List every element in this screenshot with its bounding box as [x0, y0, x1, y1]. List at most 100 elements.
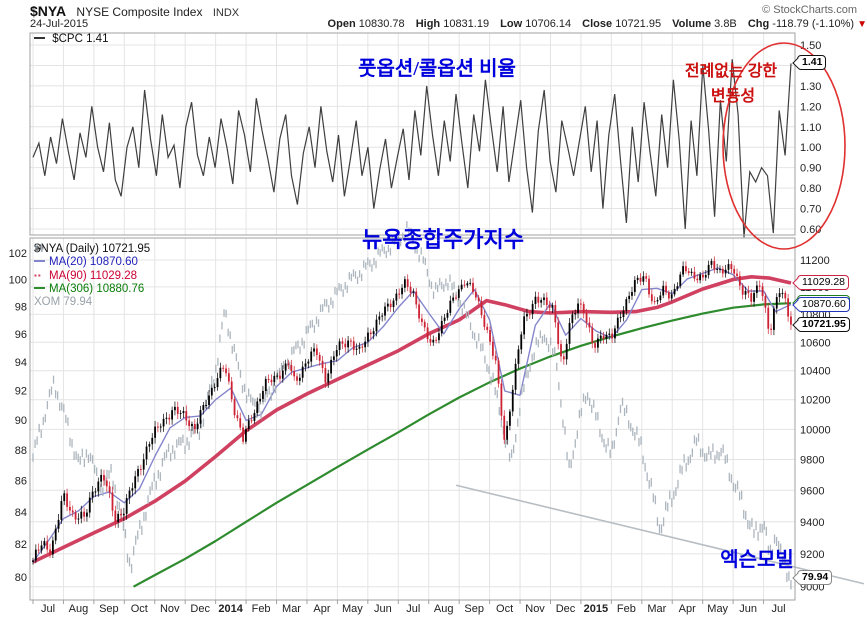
svg-text:Apr: Apr — [313, 603, 330, 615]
ma90-line — [32, 274, 792, 564]
price-callout-1.41: 1.41 — [791, 55, 827, 71]
copyright-label: © StockCharts.com — [762, 4, 857, 16]
svg-text:Aug: Aug — [69, 603, 89, 615]
legend-row-ma20: MA(20) 10870.60 — [34, 256, 150, 269]
svg-text:84: 84 — [15, 507, 27, 519]
legend-ma306-value: 10880.76 — [96, 282, 145, 295]
svg-text:10200: 10200 — [800, 395, 831, 407]
low-label: Low — [500, 18, 523, 30]
price-callout-11029.28: 11029.28 — [791, 274, 850, 290]
legend-xom-value: 79.94 — [63, 295, 93, 308]
svg-text:Dec: Dec — [190, 603, 210, 615]
svg-text:Jul: Jul — [406, 603, 420, 615]
svg-text:1.00: 1.00 — [800, 142, 821, 154]
ma20-line — [32, 267, 792, 563]
exchange-tag: INDX — [212, 7, 240, 19]
svg-text:1.50: 1.50 — [800, 40, 821, 52]
xom-bars-icon — [35, 243, 44, 253]
svg-text:94: 94 — [15, 357, 27, 369]
legend-row-ma90: ▪▪ MA(90) 11029.28 — [34, 269, 150, 282]
legend-row-ma306: MA(306) 10880.76 — [34, 283, 150, 296]
svg-text:96: 96 — [15, 329, 27, 341]
svg-text:Feb: Feb — [252, 603, 271, 615]
svg-text:100: 100 — [9, 274, 27, 286]
declining-trendline — [455, 484, 865, 585]
svg-text:88: 88 — [15, 445, 27, 457]
svg-text:Feb: Feb — [617, 603, 636, 615]
panel-borders — [29, 32, 796, 601]
svg-text:2014: 2014 — [218, 603, 243, 615]
ohlc-quote: Open 10830.78 High 10831.19 Low 10706.14… — [320, 18, 867, 30]
legend-ma20-label: MA(20) — [49, 256, 87, 269]
svg-text:98: 98 — [15, 301, 27, 313]
svg-text:10400: 10400 — [800, 366, 831, 378]
svg-text:1.30: 1.30 — [800, 81, 821, 93]
ma20-swatch-icon — [34, 260, 45, 263]
legend-row-nya: $NYA (Daily) 10721.95 — [34, 243, 150, 256]
svg-text:Mar: Mar — [282, 603, 301, 615]
svg-text:Jun: Jun — [739, 603, 757, 615]
svg-text:9400: 9400 — [800, 517, 824, 529]
volatility-note-line1: 전례없는 강한 — [684, 63, 778, 80]
svg-text:1.20: 1.20 — [800, 101, 821, 113]
put-call-ratio-annotation: 풋옵션/콜옵션 비율 — [358, 58, 516, 80]
svg-text:Apr: Apr — [679, 603, 696, 615]
volume-label: Volume — [672, 18, 712, 30]
price-callout-10721.95: 10721.95 — [791, 317, 850, 333]
legend-ma90-value: 11029.28 — [89, 270, 138, 283]
svg-text:102: 102 — [9, 248, 27, 260]
svg-text:Oct: Oct — [496, 603, 513, 615]
volume-value: 3.8B — [714, 18, 737, 30]
svg-text:0.90: 0.90 — [800, 163, 821, 175]
ma306-line — [132, 302, 792, 588]
close-value: 10721.95 — [615, 18, 662, 30]
chg-down-arrow-icon: ▼ — [857, 19, 867, 30]
svg-text:Sep: Sep — [464, 603, 484, 615]
cpc-legend-value: 1.41 — [86, 33, 109, 45]
legend-xom-label: XOM — [34, 295, 61, 308]
price-callout-10870.60: 10870.60 — [791, 296, 850, 312]
exxonmobil-annotation: 엑슨모빌 — [720, 549, 794, 571]
legend-nya-label: $NYA (Daily) — [34, 243, 99, 255]
legend-row-xom: XOM 79.94 — [34, 243, 150, 309]
svg-text:9600: 9600 — [800, 485, 824, 497]
svg-text:Jun: Jun — [374, 603, 392, 615]
cpc-legend-label: $CPC — [52, 33, 83, 45]
nyse-composite-annotation: 뉴욕종합주가지수 — [362, 227, 524, 252]
svg-text:Mar: Mar — [647, 603, 666, 615]
svg-text:0.80: 0.80 — [800, 183, 821, 195]
svg-text:11200: 11200 — [800, 255, 830, 267]
svg-text:May: May — [707, 603, 728, 615]
ma306-swatch-icon — [34, 286, 45, 289]
line-swatch-icon — [34, 37, 45, 39]
legend-ma306-label: MA(306) — [49, 282, 94, 295]
open-value: 10830.78 — [358, 18, 405, 30]
volatility-note-line2: 변동성 — [710, 88, 756, 105]
chg-label: Chg — [747, 18, 770, 30]
gridlines — [30, 33, 795, 600]
header-row: $NYA NYSE Composite Index INDX — [30, 3, 850, 19]
legend-ma20-value: 10870.60 — [89, 256, 138, 269]
high-label: High — [415, 18, 441, 30]
svg-text:10000: 10000 — [800, 424, 831, 436]
open-label: Open — [327, 18, 356, 30]
svg-text:9200: 9200 — [800, 549, 824, 561]
svg-text:0.70: 0.70 — [800, 204, 821, 216]
svg-text:86: 86 — [15, 476, 27, 488]
svg-text:82: 82 — [15, 539, 27, 551]
chart-date: 24-Jul-2015 — [30, 18, 89, 30]
svg-text:92: 92 — [15, 386, 27, 398]
legend-nya-value: 10721.95 — [102, 243, 151, 255]
legend-ma90-label: MA(90) — [49, 270, 87, 283]
svg-text:Oct: Oct — [131, 603, 148, 615]
cpc-line — [32, 59, 792, 238]
svg-text:80: 80 — [15, 572, 27, 584]
high-value: 10831.19 — [443, 18, 490, 30]
ma90-swatch-icon: ▪▪ — [34, 271, 42, 281]
price-legend: $NYA (Daily) 10721.95 MA(20) 10870.60 ▪▪… — [34, 243, 150, 309]
symbol-label: $NYA — [30, 3, 67, 19]
svg-text:1.10: 1.10 — [800, 122, 821, 134]
axis-labels: 1.50 1.30 1.20 1.10 1.00 0.90 0.80 0.70 0.60 1120… — [9, 40, 831, 615]
svg-text:Jul: Jul — [41, 603, 55, 615]
